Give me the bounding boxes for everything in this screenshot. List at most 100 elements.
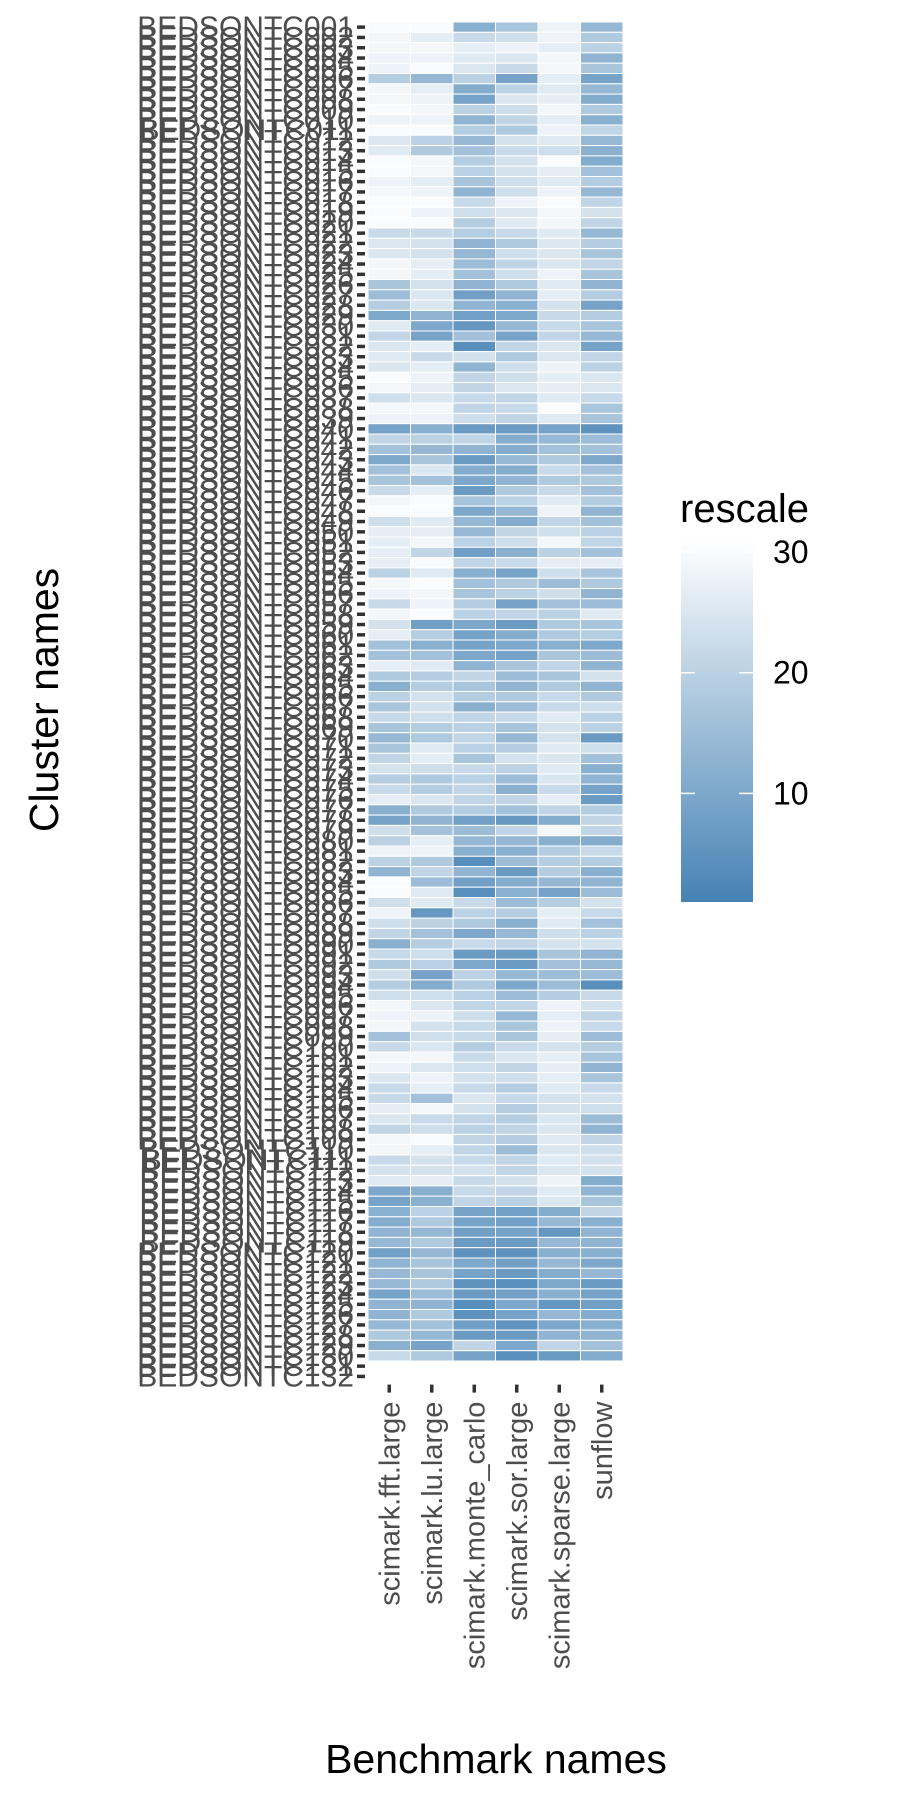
heatmap-cell — [495, 546, 539, 559]
y-tick-label: BEDSONTC056 — [137, 578, 354, 611]
heatmap-cell — [537, 567, 581, 579]
y-tick-label: BEDSONTC093 — [137, 959, 354, 992]
heatmap-cell — [410, 907, 454, 919]
x-axis-ticks — [387, 1384, 604, 1393]
heatmap-cell — [537, 804, 581, 816]
heatmap-cell — [495, 670, 539, 682]
heatmap-cell — [537, 1103, 581, 1115]
heatmap-cell — [452, 1020, 496, 1032]
heatmap-cell — [410, 938, 454, 950]
heatmap-cell — [580, 320, 624, 332]
heatmap-cell — [580, 1144, 624, 1156]
heatmap-cell — [495, 824, 539, 837]
heatmap-cell — [537, 1278, 581, 1290]
heatmap-cell — [495, 773, 539, 785]
heatmap-cell — [537, 289, 581, 301]
heatmap-cell — [367, 1123, 411, 1135]
y-tick-label: BEDSONTC098 — [137, 1010, 354, 1043]
x-tick-label: scimark.lu.large — [417, 1402, 449, 1605]
heatmap-cell — [410, 1030, 454, 1043]
heatmap-cell — [495, 845, 539, 857]
heatmap-cell — [537, 1329, 581, 1341]
heatmap-cell — [537, 382, 581, 394]
heatmap-cell — [537, 536, 581, 548]
heatmap-cell — [537, 526, 581, 538]
heatmap-cell — [410, 1061, 454, 1074]
heatmap-cell — [495, 598, 539, 610]
heatmap-cell — [495, 206, 539, 219]
y-tick-label: BEDSONTC013 — [137, 135, 354, 168]
heatmap-cell — [452, 1010, 496, 1022]
heatmap-cell — [495, 114, 539, 126]
heatmap-cell — [495, 1164, 539, 1177]
heatmap-cell — [580, 567, 624, 579]
heatmap-cell — [410, 299, 454, 311]
heatmap-cell — [410, 1206, 454, 1218]
y-tick-label: BEDSONTC107 — [137, 1103, 354, 1136]
heatmap-cell — [367, 1216, 411, 1228]
y-tick-label: BEDSONTC051 — [137, 526, 354, 559]
heatmap-cell — [537, 577, 581, 590]
heatmap-cell — [580, 618, 624, 631]
y-tick-label: BEDSONTC001 — [137, 11, 354, 44]
heatmap-cell — [495, 969, 539, 981]
heatmap-cell — [537, 588, 581, 600]
heatmap-cell — [537, 711, 581, 723]
heatmap-cell — [495, 701, 539, 713]
heatmap-cell — [580, 1020, 624, 1032]
y-tick-label: BEDSONTC010 — [137, 104, 354, 137]
y-tick-label: BEDSONTC071 — [137, 732, 354, 765]
heatmap-cell — [367, 1000, 411, 1012]
heatmap-cell — [537, 454, 581, 466]
heatmap-cell — [452, 42, 496, 54]
heatmap-cell — [410, 454, 454, 466]
heatmap-cell — [367, 443, 411, 456]
heatmap-cell — [410, 979, 454, 991]
heatmap-cell — [495, 886, 539, 899]
heatmap-cell — [367, 701, 411, 713]
heatmap-cell — [495, 608, 539, 620]
heatmap-cell — [495, 804, 539, 816]
heatmap-cell — [537, 1226, 581, 1238]
heatmap-cell — [580, 165, 624, 177]
y-tick-label: BEDSONTC122 — [137, 1257, 354, 1290]
heatmap-cell — [495, 515, 539, 528]
heatmap-cell — [367, 279, 411, 291]
heatmap-cell — [495, 958, 539, 971]
heatmap-cell — [537, 320, 581, 332]
heatmap-cell — [410, 443, 454, 456]
heatmap-cell — [580, 505, 624, 517]
heatmap-cell — [367, 917, 411, 929]
y-tick-label: BEDSONTC083 — [137, 856, 354, 889]
y-tick-label: BEDSONTC059 — [137, 609, 354, 642]
heatmap-cell — [537, 1123, 581, 1135]
heatmap-cell — [410, 279, 454, 291]
heatmap-cell — [495, 309, 539, 322]
heatmap-cell — [410, 340, 454, 353]
heatmap-cell — [452, 598, 496, 610]
y-tick-label: BEDSONTC044 — [137, 454, 354, 487]
heatmap-cell — [537, 392, 581, 404]
heatmap-cell — [580, 392, 624, 404]
heatmap-cell — [410, 567, 454, 579]
heatmap-cell — [410, 1175, 454, 1187]
y-tick-label: BEDSONTC042 — [137, 433, 354, 466]
heatmap-cell — [580, 83, 624, 95]
heatmap-cell — [410, 1339, 454, 1352]
heatmap-cell — [495, 588, 539, 600]
heatmap-cell — [452, 804, 496, 816]
y-tick-label: BEDSONTC087 — [137, 897, 354, 930]
heatmap-cell — [580, 176, 624, 188]
heatmap-cell — [495, 835, 539, 847]
heatmap-cell — [495, 83, 539, 95]
heatmap-cell — [367, 1164, 411, 1177]
heatmap-cell — [410, 145, 454, 157]
heatmap-cell — [452, 1350, 496, 1362]
heatmap-cell — [580, 763, 624, 775]
y-tick-label: BEDSONTC067 — [137, 691, 354, 724]
heatmap-cell — [537, 989, 581, 1002]
heatmap-cell — [495, 454, 539, 466]
heatmap-cell — [495, 567, 539, 579]
heatmap-cell — [580, 474, 624, 487]
heatmap-cell — [410, 1309, 454, 1321]
